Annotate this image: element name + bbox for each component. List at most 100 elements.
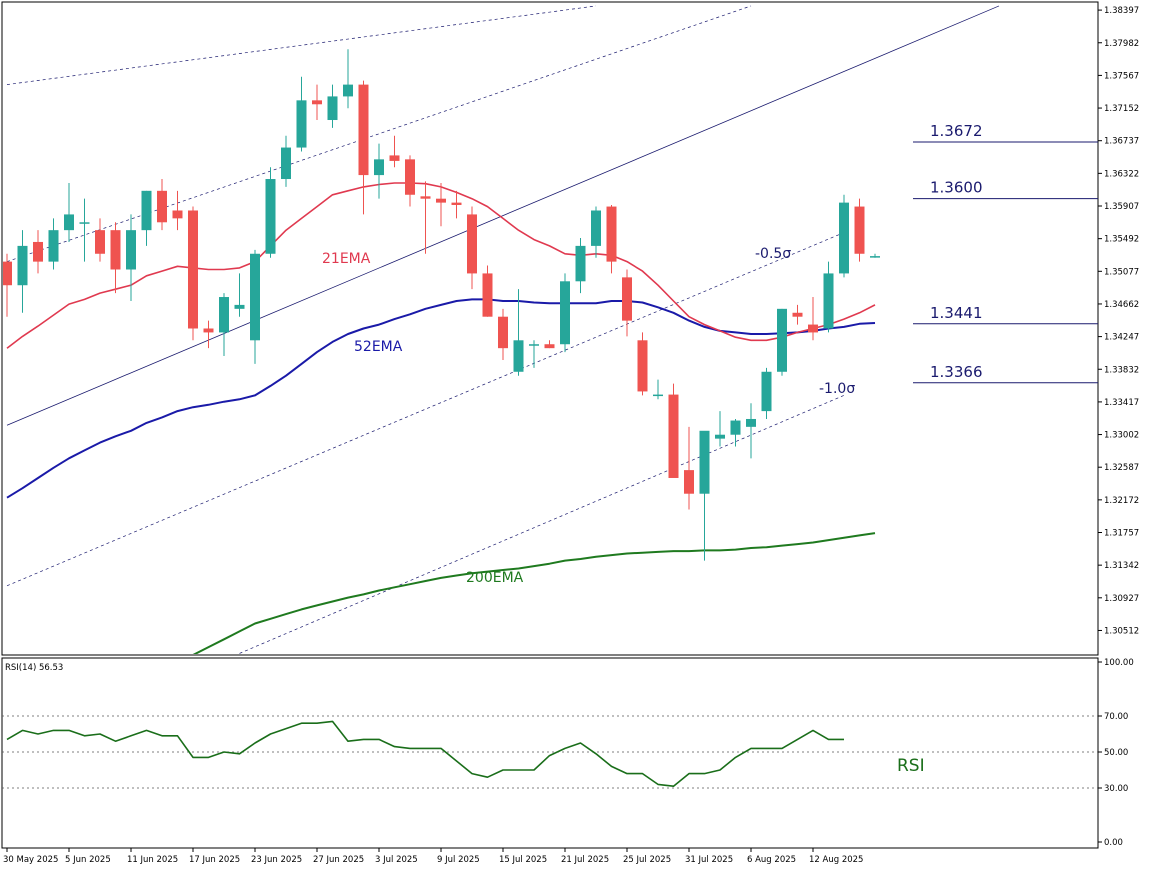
price-tick-label: 1.35907 <box>1104 202 1139 212</box>
price-tick-label: 1.35077 <box>1104 267 1139 277</box>
price-pane[interactable] <box>1 1 1099 656</box>
channel-line-2 <box>6 5 752 262</box>
candle <box>312 84 322 121</box>
candle <box>343 49 353 109</box>
candle <box>172 190 183 231</box>
candle-body <box>436 198 446 203</box>
rsi-tick-label: 70.00 <box>1104 712 1128 722</box>
rsi-tick-label: 50.00 <box>1104 748 1128 758</box>
candle <box>203 320 214 349</box>
channel-line-4 <box>239 395 845 654</box>
candle-body <box>684 470 694 494</box>
time-tick-label: 9 Jul 2025 <box>437 855 480 865</box>
ema52-line <box>6 298 876 499</box>
level-label-2: 1.3441 <box>930 304 983 322</box>
price-tick-label: 1.32172 <box>1104 496 1139 506</box>
candle <box>141 190 152 246</box>
candle <box>157 179 167 231</box>
time-tick-label: 27 Jun 2025 <box>313 855 364 865</box>
channel-line-0 <box>6 5 1000 426</box>
candle-body <box>560 281 570 345</box>
time-tick-label: 6 Aug 2025 <box>747 855 796 865</box>
candle <box>234 273 245 317</box>
candle-body <box>529 344 539 346</box>
candle-body <box>327 96 338 121</box>
ema52-annotation: 52EMA <box>354 339 403 355</box>
level-label-0: 1.3672 <box>930 122 983 140</box>
ema200-line <box>192 532 876 654</box>
candle-body <box>622 277 632 321</box>
candle-body <box>777 308 787 372</box>
price-tick-label: 1.34247 <box>1104 333 1139 343</box>
candle <box>777 308 787 376</box>
candle-body <box>870 256 880 258</box>
candle <box>110 222 121 294</box>
candle <box>839 194 849 278</box>
rsi-title: RSI(14) 56.53 <box>5 663 63 673</box>
candle-body <box>234 304 245 309</box>
rsi-tick-label: 0.00 <box>1104 838 1123 848</box>
candle-body <box>188 210 198 329</box>
candle <box>560 273 570 353</box>
time-tick-label: 25 Jul 2025 <box>623 855 671 865</box>
candle <box>544 340 555 349</box>
candles <box>3 49 880 561</box>
channel-line-3 <box>6 232 845 587</box>
candle-body <box>482 273 493 317</box>
candle <box>746 403 756 459</box>
candle-body <box>575 245 586 282</box>
time-tick-label: 15 Jul 2025 <box>499 855 547 865</box>
candle-body <box>808 324 818 333</box>
candle-body <box>358 84 369 176</box>
price-tick-label: 1.35492 <box>1104 235 1139 245</box>
time-tick-label: 23 Jun 2025 <box>251 855 302 865</box>
price-tick-label: 1.37152 <box>1104 104 1139 114</box>
price-tick-label: 1.38397 <box>1104 6 1139 16</box>
time-tick-label: 3 Jul 2025 <box>375 855 418 865</box>
price-tick-label: 1.33002 <box>1104 431 1139 441</box>
candle-body <box>544 344 555 349</box>
candle <box>792 304 803 325</box>
candle-body <box>95 230 105 254</box>
candle-body <box>467 214 477 274</box>
rsi-pane[interactable] <box>1 657 1099 849</box>
candle <box>219 293 229 357</box>
time-axis: 30 May 2025 5 Jun 2025 11 Jun 2025 17 Jun 2… <box>3 848 863 865</box>
candle <box>48 218 59 270</box>
level-label-1: 1.3600 <box>930 179 983 197</box>
candle-body <box>699 430 710 494</box>
candle-body <box>172 210 183 219</box>
price-tick-label: 1.34662 <box>1104 300 1139 310</box>
candle-body <box>17 245 28 286</box>
candle-body <box>79 222 90 224</box>
candle <box>653 379 663 400</box>
candle-body <box>420 196 431 199</box>
candle <box>389 135 400 168</box>
candle-body <box>312 100 322 105</box>
candle <box>358 80 369 215</box>
rsi-axis: 100.00 70.00 50.00 30.00 0.00 <box>1098 658 1134 848</box>
price-axis: 1.38397 1.37982 1.37567 1.37152 1.36737 1.363… <box>1098 6 1139 636</box>
time-tick-label: 17 Jun 2025 <box>189 855 240 865</box>
rsi-tick-label: 100.00 <box>1104 658 1134 668</box>
price-tick-label: 1.33417 <box>1104 398 1139 408</box>
candle <box>684 426 694 510</box>
candle-body <box>637 340 648 392</box>
candle-body <box>250 253 260 341</box>
candle <box>498 308 508 360</box>
candle <box>575 238 586 294</box>
candle-body <box>389 155 400 161</box>
candle-body <box>451 202 462 205</box>
candle-body <box>761 371 772 412</box>
price-tick-label: 1.31757 <box>1104 529 1139 539</box>
price-tick-label: 1.37567 <box>1104 71 1139 81</box>
candle <box>606 204 617 274</box>
candle <box>622 269 632 337</box>
rsi-pane-frame <box>1 657 1099 849</box>
candle-body <box>839 202 849 274</box>
candle-body <box>405 159 415 195</box>
price-pane-frame <box>1 1 1099 656</box>
rsi-line <box>6 720 844 788</box>
time-tick-label: 30 May 2025 <box>3 855 58 865</box>
candle-body <box>265 179 276 254</box>
